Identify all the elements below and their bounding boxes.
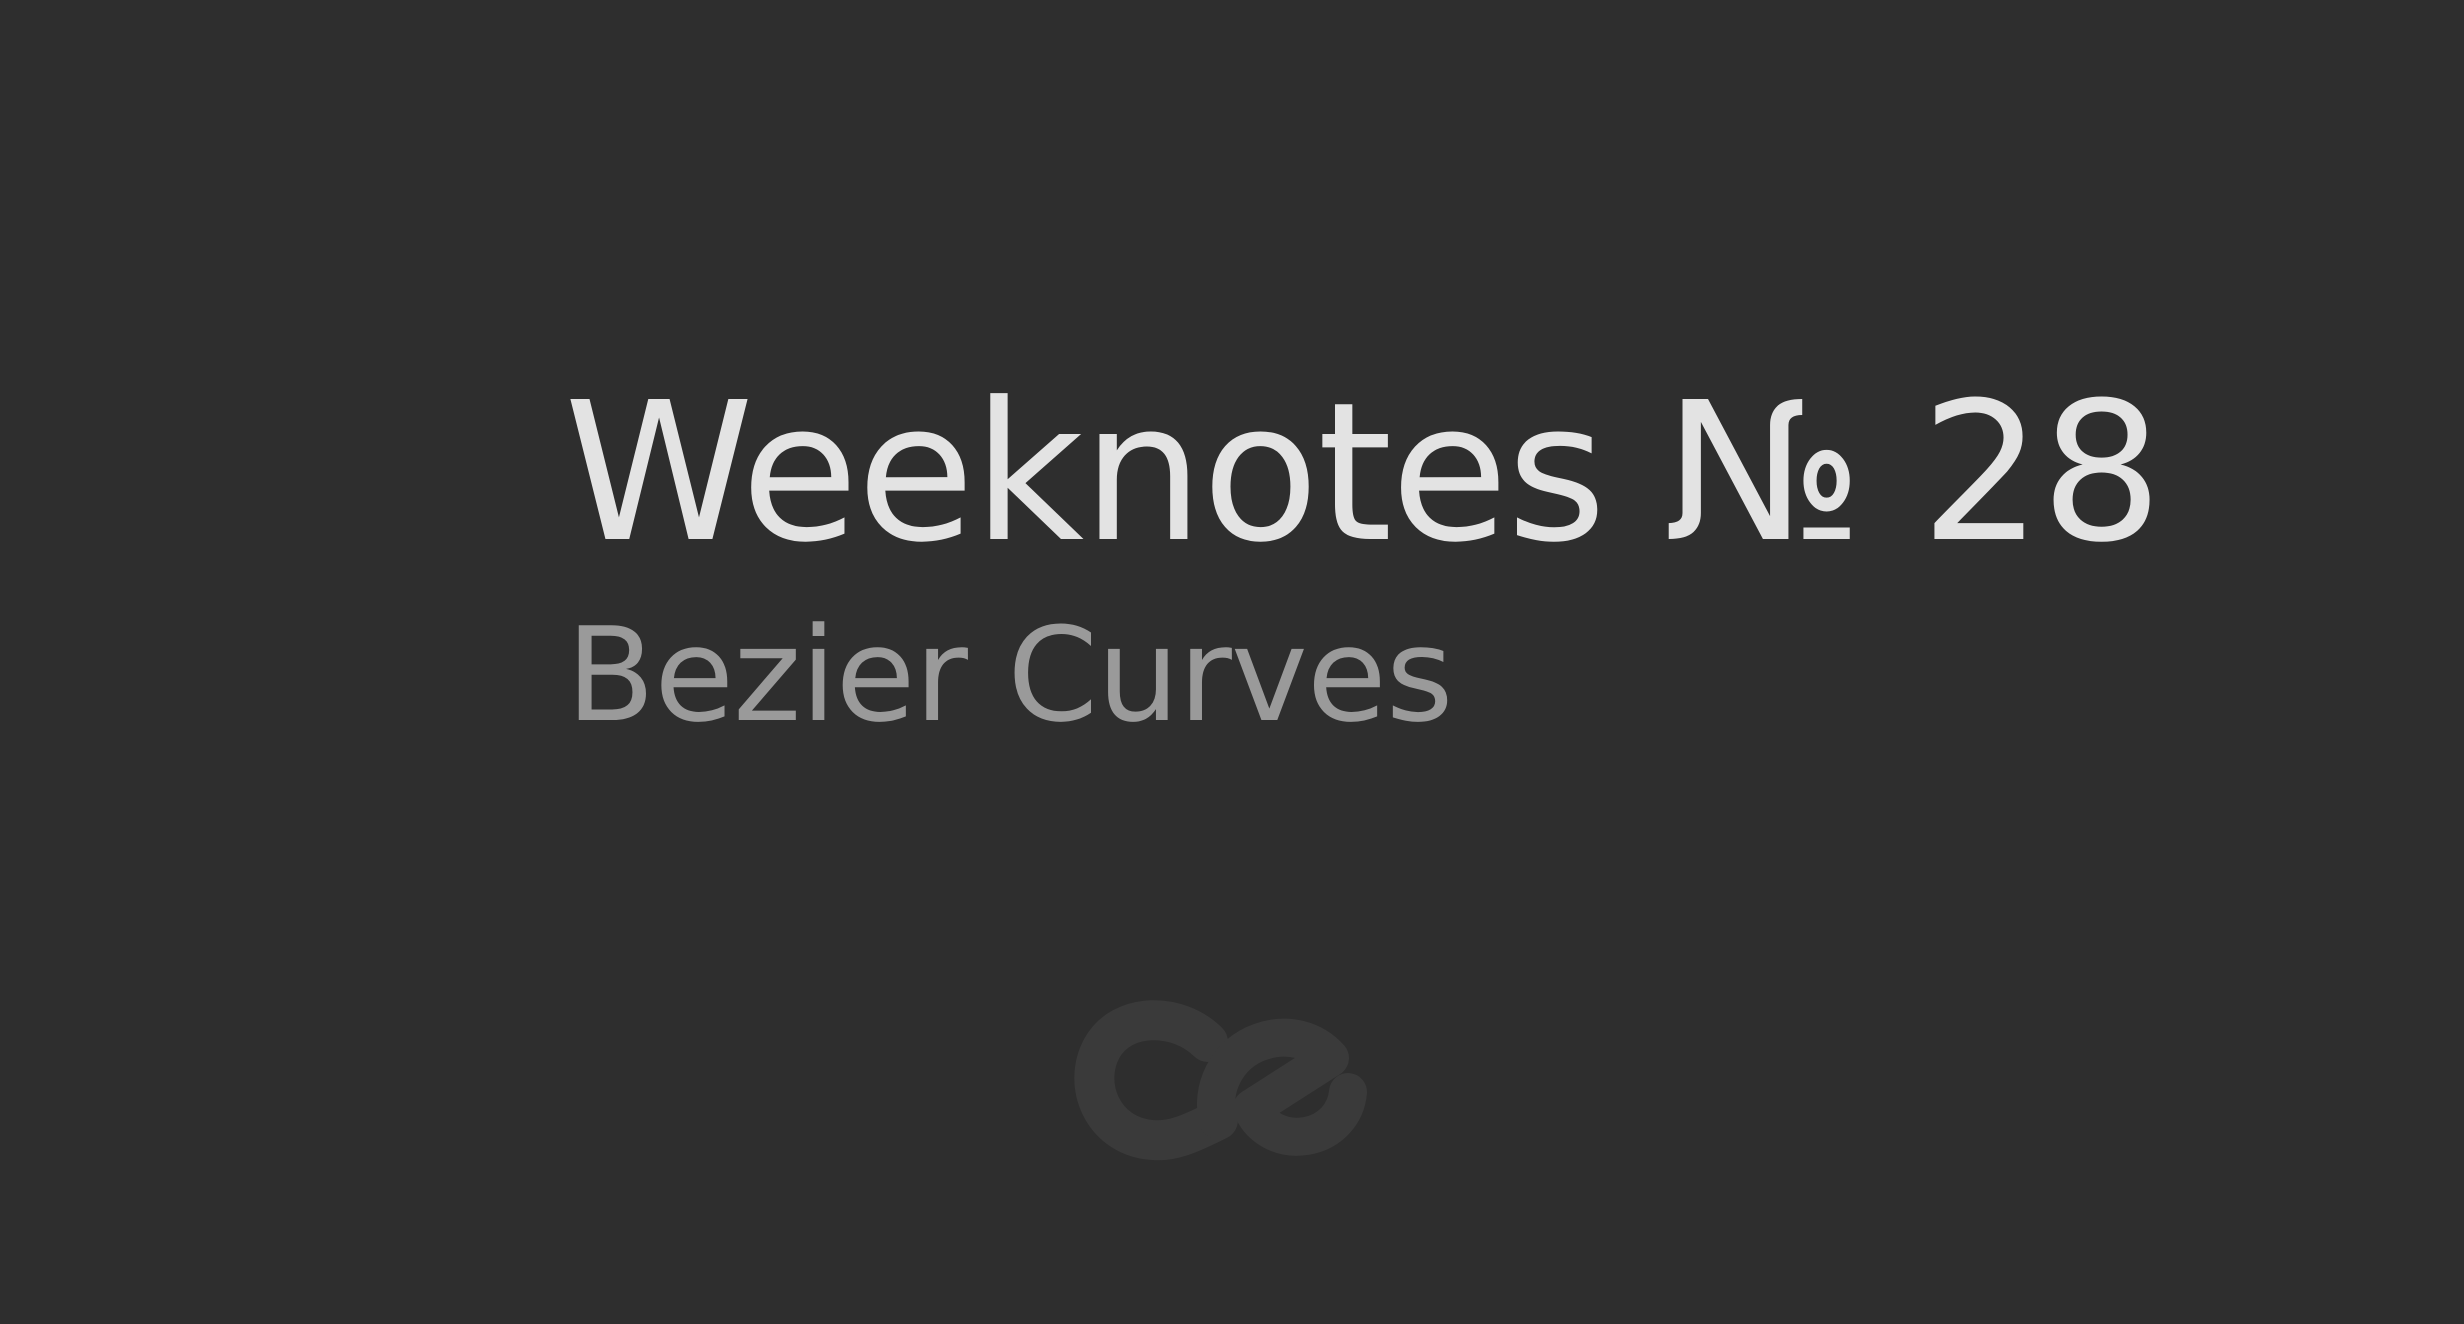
post-title: Weeknotes № 28	[564, 362, 2163, 585]
logo-c-stroke	[1074, 1000, 1238, 1161]
ce-monogram-icon	[1074, 1000, 1367, 1161]
logo-e-stroke	[1197, 1018, 1367, 1156]
post-subtitle: Bezier Curves	[566, 599, 1454, 751]
